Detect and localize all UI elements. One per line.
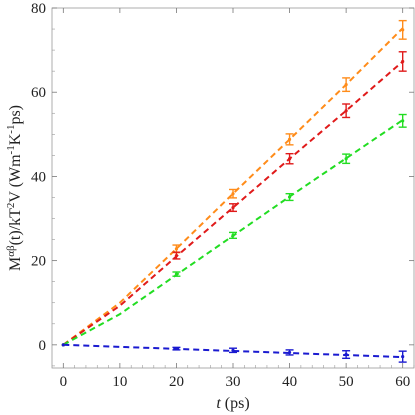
y-tick-label: 20 (31, 254, 46, 270)
data-marker (344, 352, 348, 357)
tick-labels: 0 10 20 30 40 50 60 0 20 40 60 80 (31, 1, 410, 390)
data-point-series-2 (342, 103, 351, 119)
x-tick-label: 0 (60, 374, 68, 390)
data-point-series-3 (342, 153, 351, 165)
x-tick-label: 50 (339, 374, 354, 390)
error-bars (61, 19, 407, 363)
data-marker (401, 59, 405, 64)
data-point-series-3 (229, 231, 237, 240)
data-marker (61, 343, 65, 347)
data-marker (287, 195, 292, 199)
x-tick-label: 20 (169, 374, 184, 390)
data-point-series-2 (398, 51, 407, 72)
y-tick-label: 40 (31, 169, 46, 185)
data-marker (231, 192, 235, 196)
data-marker (174, 247, 179, 251)
data-marker (174, 347, 179, 351)
y-axis-label: Mαβ(t)/kT2V (Wm-1K-1ps) (5, 105, 24, 271)
data-point-series-4 (285, 349, 294, 356)
x-tick-label: 40 (282, 374, 297, 390)
y-tick-label: 80 (31, 1, 46, 17)
data-point-series-4 (172, 346, 181, 351)
data-marker (174, 272, 179, 276)
data-point-series-4 (398, 350, 407, 363)
data-point-series-2 (285, 152, 294, 165)
axis-ticks (52, 7, 415, 368)
data-marker (287, 350, 292, 355)
data-marker (287, 157, 292, 161)
data-marker (231, 233, 235, 237)
data-point-series-4 (61, 343, 65, 347)
data-point-series-3 (172, 271, 181, 277)
x-tick-label: 30 (226, 374, 241, 390)
data-marker (401, 28, 405, 32)
data-marker (231, 205, 235, 210)
data-marker (174, 253, 179, 258)
fit-line-series-1 (62, 27, 404, 346)
data-marker (401, 355, 405, 359)
x-tick-label: 60 (395, 374, 410, 390)
data-marker (344, 83, 348, 87)
data-point-series-3 (398, 113, 407, 128)
data-marker (344, 157, 348, 161)
x-tick-label: 10 (112, 374, 127, 390)
data-point-series-4 (229, 347, 237, 354)
data-marker (401, 119, 405, 123)
data-point-series-1 (342, 77, 351, 93)
y-tick-label: 60 (31, 85, 46, 101)
data-point-series-1 (285, 133, 294, 146)
data-point-series-2 (172, 251, 181, 260)
data-point-series-1 (398, 19, 407, 40)
data-marker (231, 348, 235, 352)
data-marker (287, 137, 292, 141)
data-marker (344, 109, 348, 113)
data-point-series-4 (342, 350, 351, 360)
x-axis-label: t (ps) (216, 395, 249, 412)
data-point-series-1 (229, 188, 237, 199)
data-point-series-2 (229, 203, 237, 213)
y-tick-label: 0 (39, 338, 47, 354)
data-point-series-3 (285, 192, 294, 202)
